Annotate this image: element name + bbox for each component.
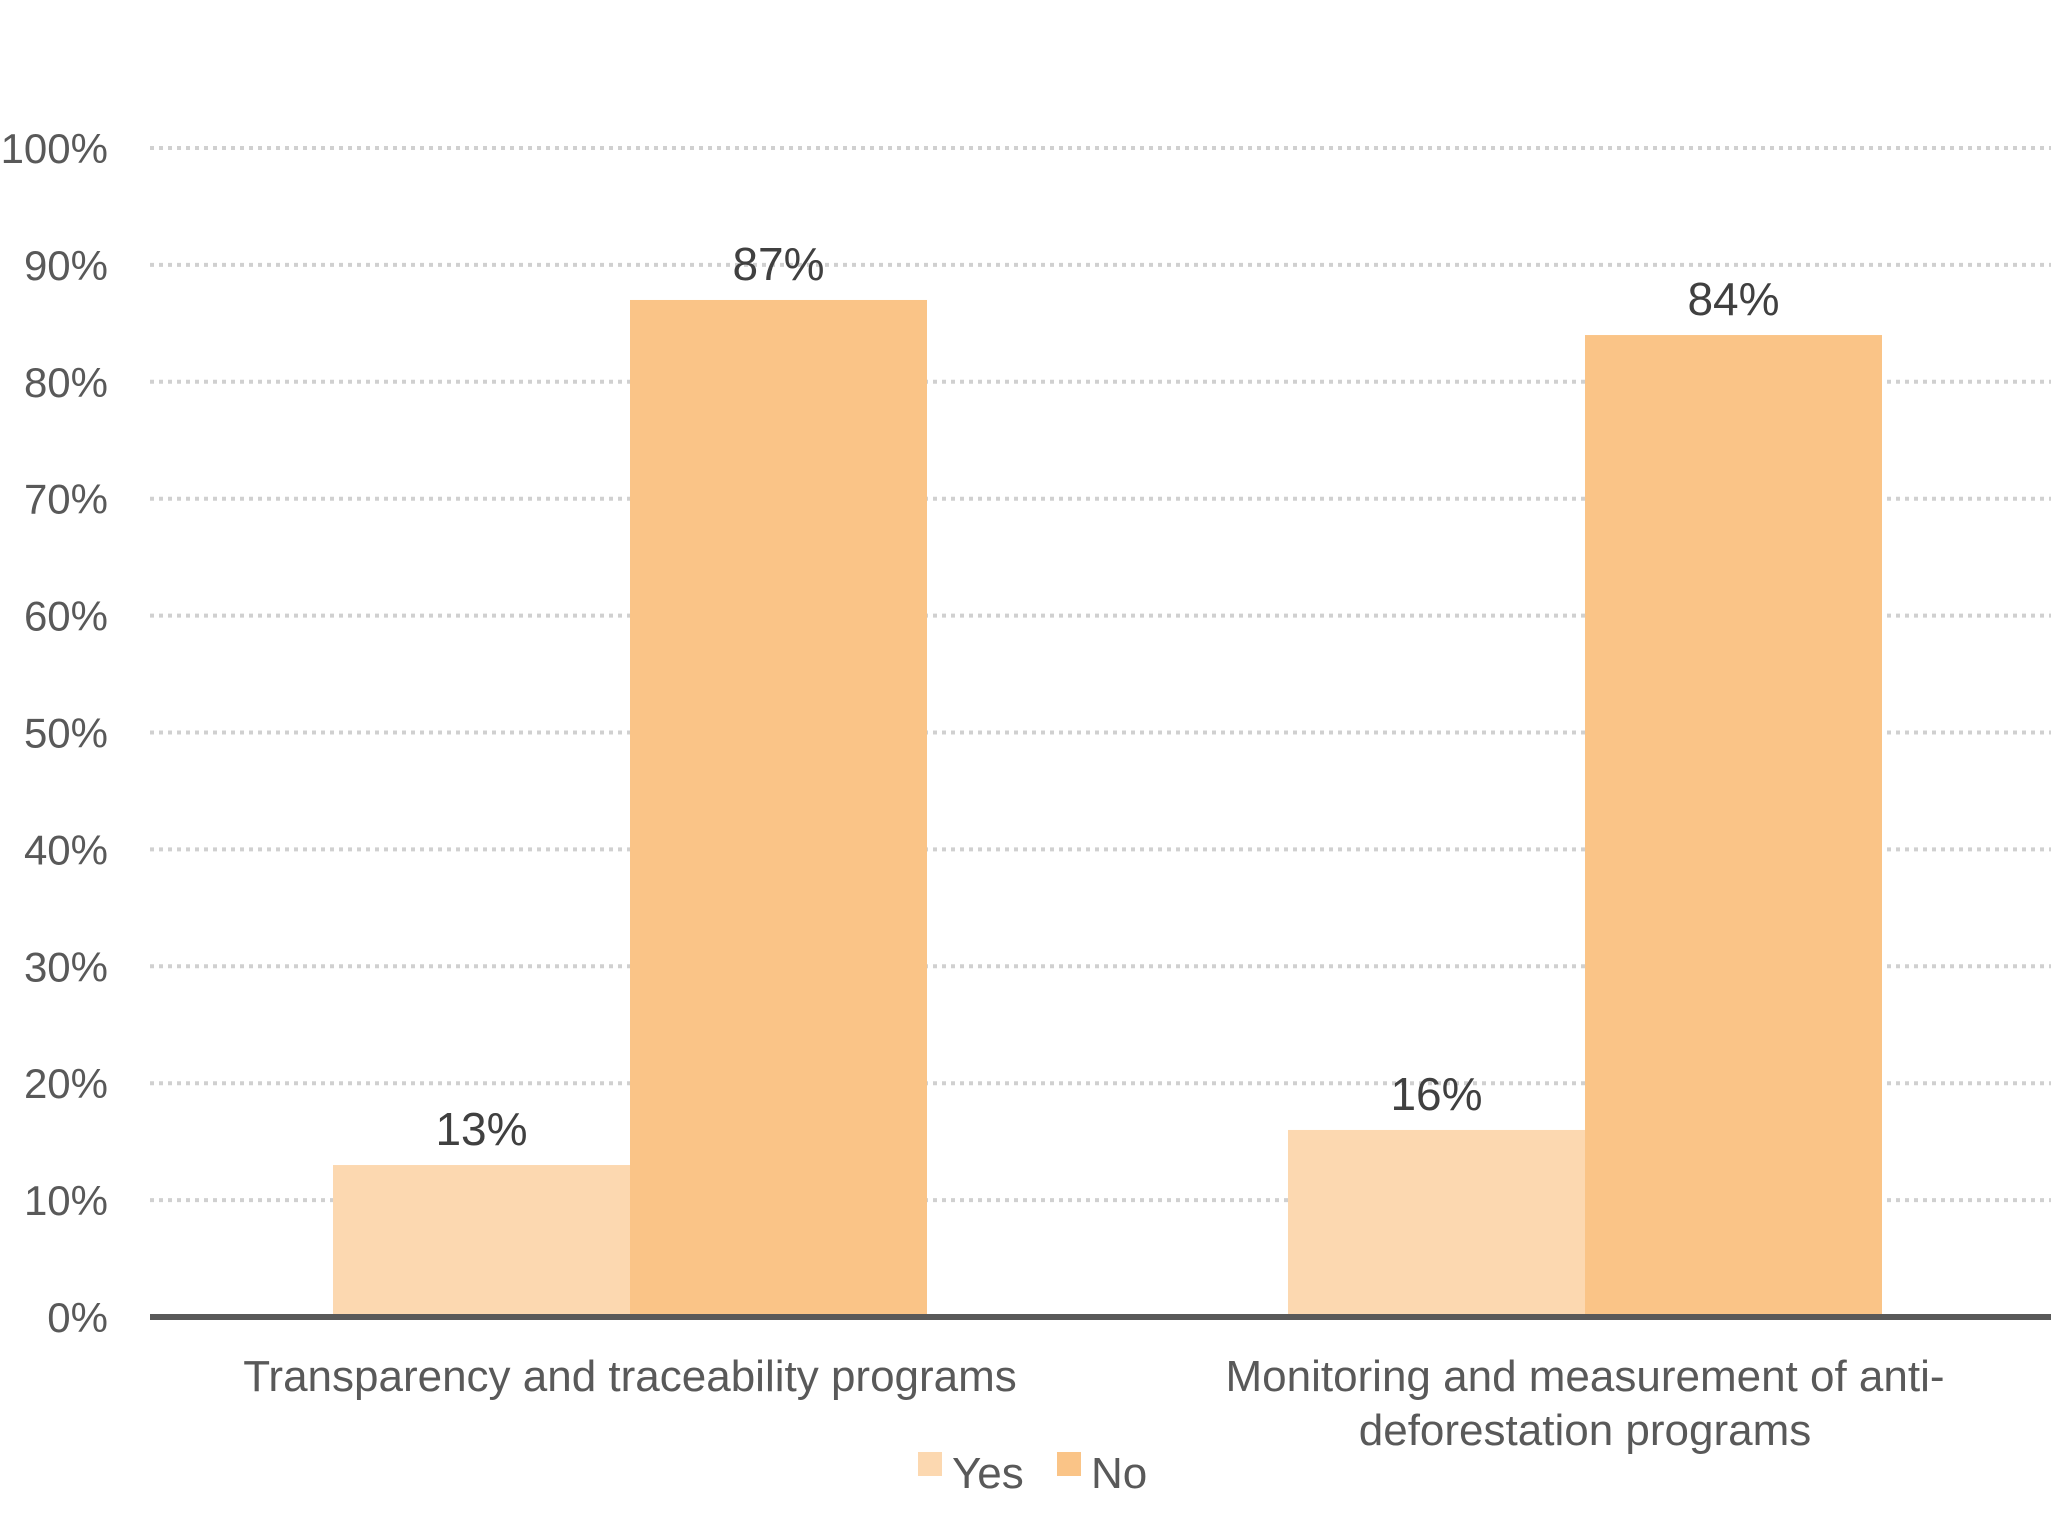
y-tick-label: 20% <box>24 1060 108 1107</box>
y-tick-label: 80% <box>24 359 108 406</box>
legend-label-yes: Yes <box>952 1449 1024 1498</box>
y-tick-label: 0% <box>47 1294 108 1341</box>
x-category-label: Monitoring and measurement of anti-defor… <box>1225 1352 1944 1455</box>
legend-swatch-no <box>1057 1452 1081 1476</box>
y-tick-label: 100% <box>1 125 108 172</box>
bars <box>333 299 1882 1318</box>
bar-yes-2 <box>1288 1129 1585 1317</box>
data-label-yes-1: 13% <box>435 1103 527 1155</box>
legend-swatch-yes <box>918 1452 942 1476</box>
legend-label-no: No <box>1091 1449 1147 1498</box>
bar-no-2 <box>1585 335 1882 1317</box>
data-label-no-1: 87% <box>732 238 824 290</box>
axes: 0% 10% 20% 30% 40% 50% 60% 70% 80% 90% 100% Transpa… <box>1 125 2051 1455</box>
y-tick-label: 70% <box>24 476 108 523</box>
bar-yes-1 <box>333 1165 630 1317</box>
y-tick-label: 50% <box>24 710 108 757</box>
y-tick-label: 10% <box>24 1177 108 1224</box>
y-tick-label: 90% <box>24 242 108 289</box>
data-label-yes-2: 16% <box>1390 1068 1482 1120</box>
data-labels: 13% 16% 87% 84% <box>435 238 1779 1155</box>
y-tick-label: 30% <box>24 943 108 990</box>
x-category-label: Transparency and traceability programs <box>243 1352 1017 1401</box>
y-tick-label: 60% <box>24 593 108 640</box>
data-label-no-2: 84% <box>1687 273 1779 325</box>
bar-no-1 <box>630 299 927 1318</box>
legend: Yes No <box>918 1449 1147 1498</box>
y-tick-label: 40% <box>24 826 108 873</box>
